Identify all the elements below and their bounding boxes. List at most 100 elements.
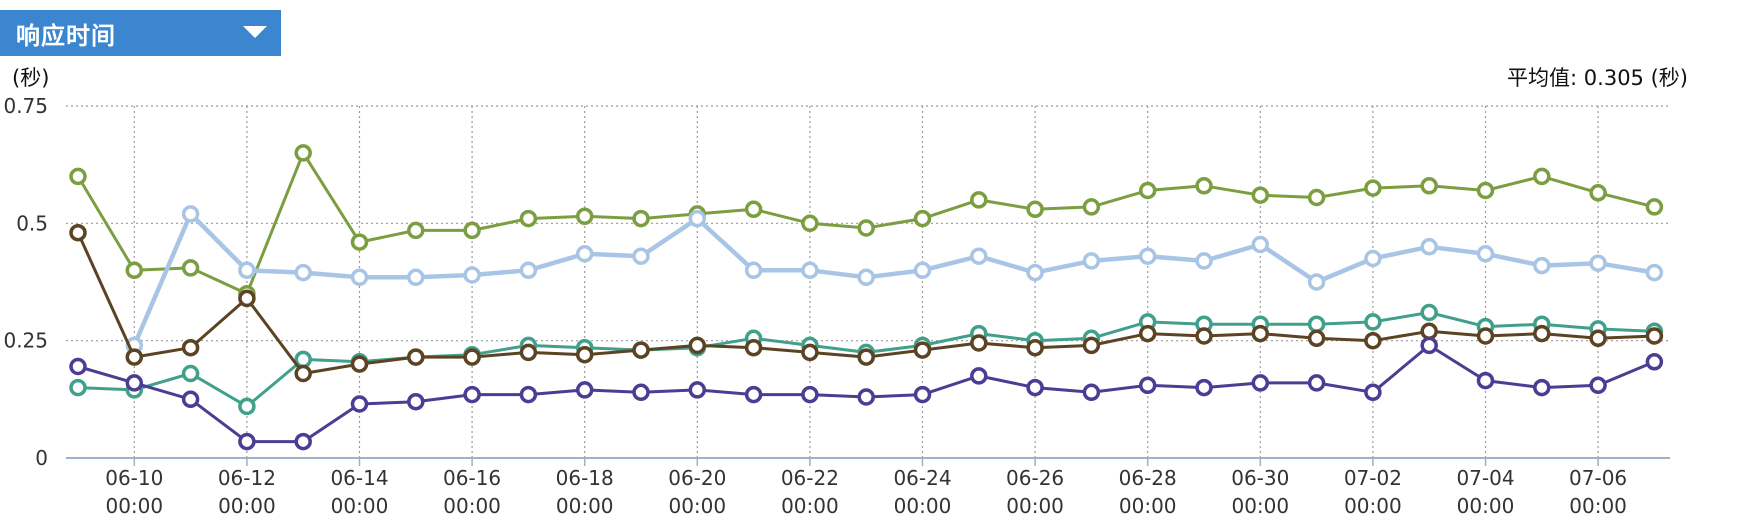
- x-tick-label-date: 06-24: [893, 466, 951, 490]
- data-point: [1364, 331, 1382, 350]
- data-point: [1476, 181, 1495, 200]
- series-1: [69, 144, 1664, 303]
- data-point: [1307, 329, 1326, 348]
- x-tick-label-date: 06-16: [443, 466, 501, 490]
- data-point: [1420, 303, 1438, 322]
- x-tick-label-date: 06-18: [556, 466, 614, 490]
- data-point: [294, 144, 312, 162]
- data-point: [1082, 383, 1101, 402]
- chevron-down-icon[interactable]: [243, 26, 267, 38]
- data-point: [575, 381, 594, 399]
- data-point: [1476, 371, 1495, 390]
- data-point: [181, 390, 200, 409]
- data-point: [1645, 198, 1664, 216]
- x-tick-label-date: 06-10: [105, 466, 163, 490]
- x-tick-label-date: 06-26: [1006, 466, 1064, 490]
- data-point: [575, 345, 594, 364]
- data-point: [801, 261, 819, 280]
- data-point: [1589, 254, 1607, 272]
- average-label: 平均值:: [1507, 66, 1578, 90]
- data-point: [519, 261, 538, 280]
- x-tick-label-time: 00:00: [668, 494, 726, 518]
- data-point: [1645, 263, 1664, 282]
- x-tick-label-time: 00:00: [1569, 494, 1627, 518]
- data-point: [632, 383, 650, 402]
- data-point: [1251, 374, 1270, 392]
- metric-selector-dropdown[interactable]: 响应时间: [0, 10, 281, 56]
- x-tick-label-date: 07-02: [1344, 466, 1402, 490]
- data-point: [744, 338, 763, 357]
- data-point: [970, 247, 988, 265]
- data-point: [801, 214, 819, 233]
- data-point: [125, 348, 144, 366]
- y-tick-label: 0.5: [16, 211, 48, 235]
- data-point: [970, 367, 988, 385]
- data-point: [350, 395, 369, 413]
- data-point: [575, 207, 594, 226]
- data-point: [350, 233, 369, 251]
- data-point: [1364, 383, 1382, 402]
- data-point: [181, 364, 200, 383]
- data-point: [688, 381, 707, 399]
- data-point: [294, 432, 312, 451]
- data-point: [1420, 322, 1438, 341]
- data-point: [1307, 315, 1326, 333]
- data-point: [913, 341, 932, 359]
- data-point: [970, 191, 988, 209]
- data-point: [519, 385, 538, 404]
- data-point: [1195, 327, 1213, 345]
- data-point: [1138, 181, 1157, 200]
- data-point: [407, 392, 425, 411]
- average-summary: 平均值: 0.305 (秒): [1507, 62, 1688, 92]
- data-point: [1251, 186, 1270, 204]
- data-point: [519, 343, 538, 362]
- data-point: [744, 261, 763, 280]
- data-point: [463, 385, 481, 404]
- chart-series: [69, 144, 1664, 451]
- data-point: [181, 259, 200, 277]
- data-point: [1251, 324, 1270, 343]
- data-point: [1082, 198, 1101, 216]
- data-point: [632, 209, 650, 228]
- data-point: [294, 263, 312, 282]
- data-point: [688, 336, 707, 355]
- data-point: [913, 385, 932, 404]
- data-point: [1476, 327, 1495, 345]
- data-point: [238, 289, 256, 308]
- data-point: [1138, 247, 1157, 265]
- data-point: [632, 341, 650, 359]
- data-point: [350, 268, 369, 287]
- x-tick-label-time: 00:00: [105, 494, 163, 518]
- data-point: [69, 167, 87, 186]
- data-point: [1026, 263, 1044, 282]
- y-tick-label: 0.25: [3, 329, 48, 353]
- data-point: [1364, 179, 1382, 197]
- metric-selector-label: 响应时间: [16, 21, 116, 50]
- data-point: [1138, 376, 1157, 395]
- data-point: [857, 348, 875, 366]
- data-point: [1026, 378, 1044, 397]
- data-point: [1364, 249, 1382, 268]
- x-tick-label-time: 00:00: [1119, 494, 1177, 518]
- data-point: [575, 245, 594, 263]
- data-point: [1307, 374, 1326, 392]
- data-point: [801, 385, 819, 404]
- x-tick-label-time: 00:00: [781, 494, 839, 518]
- data-point: [350, 355, 369, 373]
- data-point: [970, 334, 988, 352]
- data-point: [294, 364, 312, 383]
- data-point: [69, 223, 87, 242]
- data-point: [1026, 338, 1044, 357]
- x-tick-label-time: 00:00: [1231, 494, 1289, 518]
- x-tick-label-time: 00:00: [1006, 494, 1064, 518]
- data-point: [1589, 376, 1607, 395]
- x-tick-label-time: 00:00: [1457, 494, 1515, 518]
- data-point: [1645, 327, 1664, 345]
- data-point: [463, 348, 481, 366]
- data-point: [1195, 378, 1213, 397]
- data-point: [1533, 378, 1551, 397]
- data-point: [181, 338, 200, 357]
- x-tick-label-date: 07-04: [1456, 466, 1514, 490]
- data-point: [407, 268, 425, 287]
